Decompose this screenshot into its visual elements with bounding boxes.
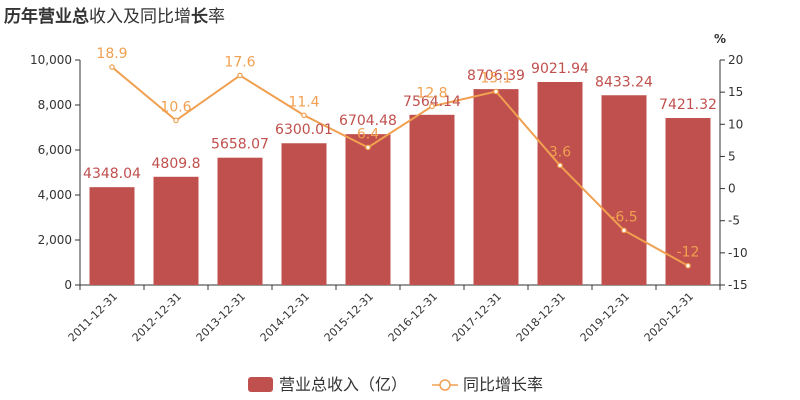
revenue-bar [89,187,135,285]
right-tick-label: 15 [728,85,743,99]
growth-data-label: 10.6 [160,99,191,115]
growth-rate-point [173,117,179,124]
growth-rate-point [557,162,563,169]
title-part-2: 营业总 [38,7,89,27]
revenue-data-label: 4809.8 [152,156,201,172]
growth-data-label: 6.4 [357,126,379,142]
growth-rate-point [109,64,115,70]
growth-rate-point [685,262,691,269]
right-tick-label: -5 [728,214,740,228]
growth-data-label: 15.1 [480,71,511,87]
title-part-1: 历年 [4,7,38,27]
revenue-data-label: 9021.94 [531,61,589,77]
title-part-3: 收入 [89,7,123,27]
x-tick-label: 2014-12-31 [258,290,312,344]
revenue-bar [601,95,647,285]
revenue-data-label: 6704.48 [339,113,397,129]
x-tick-label: 2015-12-31 [322,290,376,344]
growth-data-label: 12.8 [416,85,447,101]
left-tick-label: 6,000 [38,143,72,157]
right-tick-label: 0 [728,182,736,196]
left-tick-label: 2,000 [38,233,72,247]
right-tick-label: 20 [728,53,743,67]
title-part-4: 及同比增 [123,7,191,27]
revenue-bar [153,176,199,285]
revenue-data-label: 7564.14 [403,94,461,110]
revenue-bar [537,82,583,285]
title-part-5: 长 [191,7,208,27]
revenue-bar [473,89,519,285]
revenue-data-label: 5658.07 [211,137,269,153]
growth-data-label: 17.6 [224,54,255,70]
left-tick-label: 8,000 [38,98,72,112]
left-tick-label: 10,000 [30,53,72,67]
revenue-data-label: 6300.01 [275,122,333,138]
revenue-data-label: 8433.24 [595,74,653,90]
revenue-data-label: 7421.32 [659,97,717,113]
chart-title: 历年营业总收入及同比增长率 [4,2,225,27]
right-axis-unit: % [714,32,726,46]
legend-line-label: 同比增长率 [463,375,543,394]
x-tick-label: 2016-12-31 [386,290,440,344]
x-tick-label: 2018-12-31 [514,290,568,344]
growth-rate-point [301,112,307,119]
x-tick-label: 2017-12-31 [450,290,504,344]
right-tick-label: 10 [728,117,743,131]
legend-bar-swatch [248,377,273,392]
right-tick-label: -10 [728,246,748,260]
revenue-data-label: 8706.39 [467,68,525,84]
revenue-bar [345,134,391,285]
revenue-bar [281,143,327,285]
growth-rate-point [365,144,371,151]
growth-rate-point [621,227,627,234]
growth-data-label: 11.4 [288,94,319,110]
growth-rate-point [493,88,499,95]
growth-rate-line [111,66,689,267]
legend-line-marker [439,379,451,391]
title-part-6: 率 [208,7,225,27]
legend-bar-label: 营业总收入（亿） [279,375,407,394]
x-tick-label: 2012-12-31 [130,290,184,344]
growth-data-label: 3.6 [549,144,571,160]
x-tick-label: 2020-12-31 [642,290,696,344]
revenue-bar [409,114,455,285]
growth-data-label: -12 [677,245,700,261]
left-tick-label: 4,000 [38,188,72,202]
revenue-bar [217,157,263,285]
left-tick-label: 0 [64,278,72,292]
growth-data-label: 18.9 [96,46,127,62]
growth-rate-point [237,72,243,79]
x-tick-label: 2011-12-31 [66,290,120,344]
x-tick-label: 2013-12-31 [194,290,248,344]
revenue-data-label: 4348.04 [83,166,141,182]
growth-rate-point [429,103,435,110]
growth-data-label: -6.5 [610,209,637,225]
right-tick-label: -15 [728,278,748,292]
right-tick-label: 5 [728,149,736,163]
x-tick-label: 2019-12-31 [578,290,632,344]
